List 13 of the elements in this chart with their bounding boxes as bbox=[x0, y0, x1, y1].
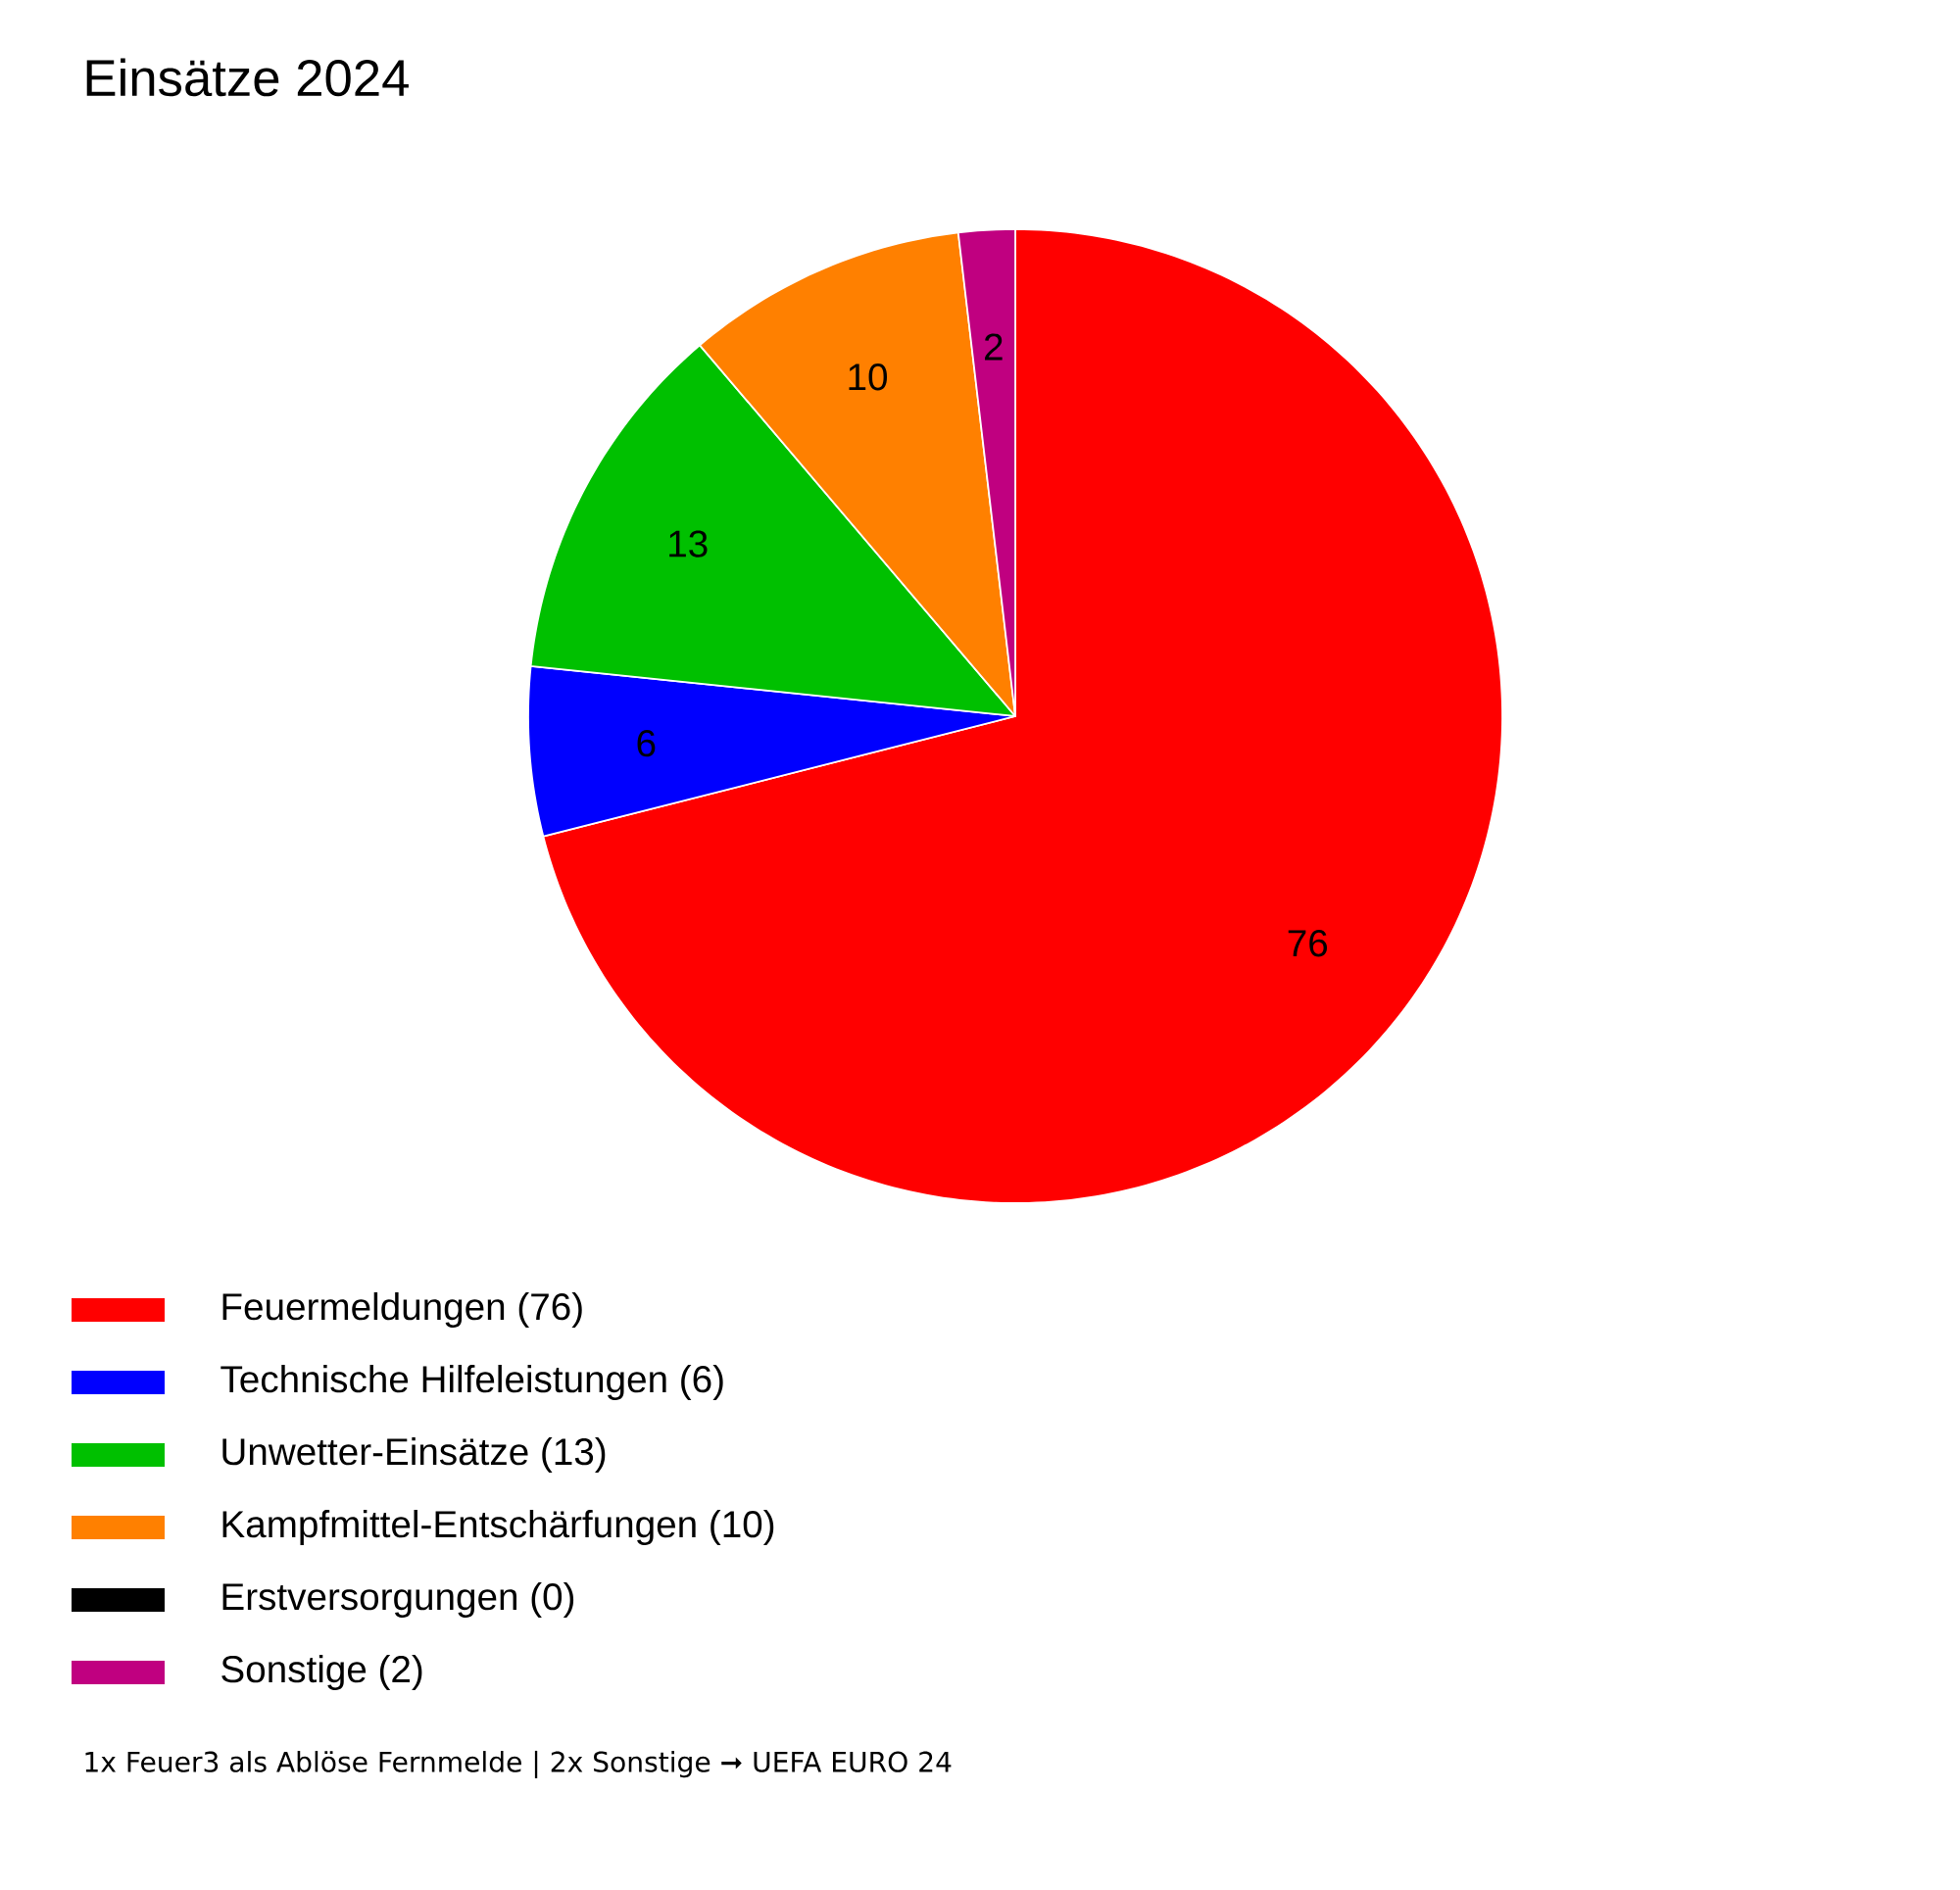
data-label: 2 bbox=[985, 333, 1003, 361]
legend-label: Technische Hilfeleistungen (6) bbox=[220, 1364, 723, 1400]
data-label: 76 bbox=[1288, 930, 1328, 957]
legend-label: Sonstige (2) bbox=[221, 1654, 422, 1690]
data-label: 10 bbox=[849, 363, 888, 391]
text: 1x Feuer3 als Ablöse Fernmelde | 2x Sonstige ➞ UEFA EURO 24 bbox=[85, 1750, 952, 1779]
chart-title: Einsätze 2024 bbox=[86, 58, 409, 97]
legend-label: Erstversorgungen (0) bbox=[222, 1581, 574, 1618]
legend-label: Feuermeldungen (76) bbox=[222, 1291, 582, 1328]
data-label: 13 bbox=[669, 530, 708, 557]
data-label: 6 bbox=[637, 730, 656, 757]
legend-label: Unwetter-Einsätze (13) bbox=[222, 1436, 606, 1473]
legend-label: Kampfmittel-Entschärfungen (10) bbox=[222, 1509, 774, 1545]
